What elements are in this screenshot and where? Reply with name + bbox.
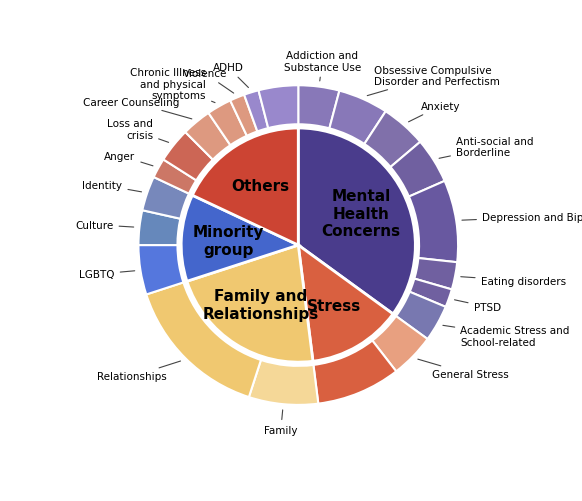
- Wedge shape: [364, 112, 420, 168]
- Wedge shape: [139, 211, 180, 245]
- Text: Family: Family: [264, 410, 297, 435]
- Wedge shape: [146, 283, 261, 397]
- Wedge shape: [143, 178, 189, 219]
- Wedge shape: [230, 96, 257, 136]
- Text: Anxiety: Anxiety: [409, 102, 461, 123]
- Text: General Stress: General Stress: [418, 359, 509, 380]
- Text: Mental
Health
Concerns: Mental Health Concerns: [321, 189, 400, 238]
- Text: Violence: Violence: [183, 69, 234, 94]
- Text: Stress: Stress: [307, 299, 361, 314]
- Wedge shape: [244, 91, 268, 132]
- Text: LGBTQ: LGBTQ: [79, 270, 134, 280]
- Wedge shape: [139, 245, 183, 295]
- Wedge shape: [164, 133, 213, 181]
- Wedge shape: [185, 114, 230, 160]
- Wedge shape: [314, 341, 396, 404]
- Text: Chronic Illness
and physical
symptoms: Chronic Illness and physical symptoms: [130, 68, 215, 103]
- Text: Anger: Anger: [104, 151, 153, 166]
- Text: Others: Others: [232, 179, 290, 194]
- Wedge shape: [249, 360, 318, 405]
- Wedge shape: [181, 196, 298, 282]
- Text: Culture: Culture: [75, 220, 134, 230]
- Wedge shape: [410, 279, 452, 307]
- Text: Family and
Relationships: Family and Relationships: [203, 289, 319, 321]
- Wedge shape: [414, 259, 457, 290]
- Wedge shape: [192, 129, 298, 245]
- Wedge shape: [372, 317, 428, 372]
- Wedge shape: [298, 86, 339, 129]
- Text: Addiction and
Substance Use: Addiction and Substance Use: [284, 51, 361, 82]
- Text: PTSD: PTSD: [455, 300, 501, 312]
- Wedge shape: [329, 92, 386, 145]
- Text: Anti-social and
Borderline: Anti-social and Borderline: [439, 137, 534, 159]
- Wedge shape: [409, 181, 458, 263]
- Text: Career Counseling: Career Counseling: [83, 98, 192, 120]
- Wedge shape: [298, 245, 393, 362]
- Wedge shape: [187, 245, 313, 362]
- Text: Minority
group: Minority group: [193, 225, 264, 258]
- Text: Depression and Bipolar: Depression and Bipolar: [462, 212, 582, 222]
- Text: ADHD: ADHD: [213, 63, 249, 88]
- Wedge shape: [396, 292, 446, 339]
- Wedge shape: [391, 142, 445, 197]
- Text: Eating disorders: Eating disorders: [461, 277, 566, 287]
- Text: Obsessive Compulsive
Disorder and Perfectism: Obsessive Compulsive Disorder and Perfec…: [367, 66, 500, 96]
- Wedge shape: [258, 86, 298, 129]
- Wedge shape: [298, 129, 416, 314]
- Text: Identity: Identity: [83, 180, 141, 192]
- Text: Academic Stress and
School-related: Academic Stress and School-related: [443, 326, 570, 347]
- Wedge shape: [208, 101, 247, 146]
- Wedge shape: [154, 160, 196, 194]
- Text: Loss and
crisis: Loss and crisis: [107, 119, 169, 143]
- Text: Relationships: Relationships: [97, 361, 180, 382]
